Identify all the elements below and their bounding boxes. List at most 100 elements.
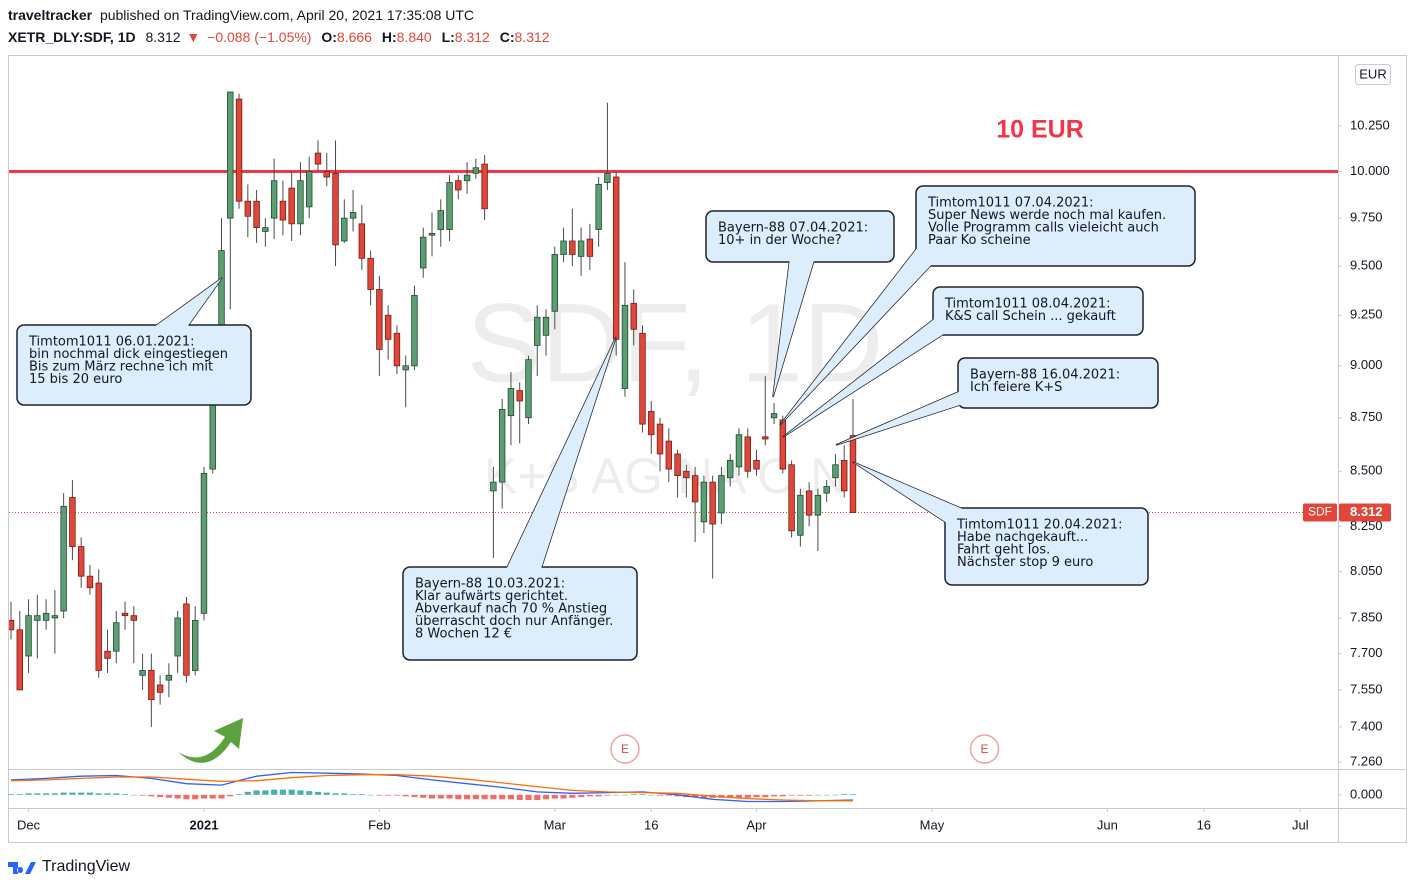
y-tick-label: 10.000: [1350, 163, 1390, 178]
candle-body: [420, 236, 427, 269]
macd-histogram-bar: [16, 794, 23, 795]
candle-body: [341, 217, 348, 242]
callout-text: Ich feiere K+S: [970, 380, 1062, 395]
candle-body: [130, 615, 138, 621]
callout-text: Volle Programm calls vieleicht auch: [928, 221, 1159, 236]
macd-histogram-bar: [34, 793, 41, 795]
macd-histogram-bar: [376, 794, 383, 796]
chart-frame: [8, 55, 1407, 843]
candle-body: [244, 200, 252, 217]
macd-histogram-bar: [464, 794, 471, 800]
publish-line: traveltracker published on TradingView.c…: [8, 7, 474, 23]
callout-text: Bayern-88 16.04.2021:: [970, 368, 1120, 383]
x-tick-label: Dec: [17, 817, 41, 832]
currency-button[interactable]: [1355, 64, 1391, 85]
macd-histogram-bar: [770, 794, 778, 797]
macd-histogram-bar: [841, 794, 848, 795]
candle-body: [788, 464, 795, 532]
x-tick-label: Feb: [368, 817, 390, 832]
candle-body: [700, 481, 708, 523]
macd-histogram-bar: [604, 794, 611, 796]
candle-body: [253, 200, 260, 229]
price-tag-name-bg: [1303, 503, 1337, 522]
callout-pointer-join: [783, 316, 950, 437]
macd-histogram-bar: [788, 794, 795, 796]
macd-histogram-bar: [393, 794, 400, 796]
ohlc-label: L:: [442, 29, 455, 45]
ohlc-value: 8.312: [515, 29, 550, 45]
earnings-label: E: [621, 742, 629, 756]
macd-histogram-bar: [385, 794, 392, 796]
candle-body: [95, 582, 102, 671]
candle-body: [709, 481, 716, 525]
macd-histogram-bar: [25, 793, 32, 795]
callout-text: Super News werde noch mal kaufen.: [928, 208, 1166, 223]
candle-body: [718, 475, 725, 514]
macd-histogram-bar: [95, 793, 102, 795]
macd-histogram-bar: [130, 794, 137, 796]
macd-histogram-bar: [797, 794, 804, 796]
ohlc-value: 8.840: [397, 29, 432, 45]
callout-text: Bis zum März rechne ich mit: [29, 360, 213, 375]
callout-box: [16, 324, 252, 406]
macd-histogram-bar: [104, 793, 111, 795]
x-tick-label: Apr: [746, 817, 767, 832]
decorative-arrow: [178, 718, 243, 763]
candle-body: [306, 171, 313, 208]
macd-histogram-bar: [288, 789, 295, 795]
callout-box: [932, 286, 1144, 336]
candle-body: [841, 460, 848, 492]
macd-histogram-bar: [656, 794, 664, 796]
candle-body: [165, 674, 173, 681]
callout-text: überrascht doch nur Anfänger.: [415, 614, 613, 629]
x-tick-label: May: [920, 817, 945, 832]
symbol: XETR_DLY:SDF, 1D: [8, 29, 136, 45]
candle-body: [797, 494, 804, 536]
candle-body: [744, 436, 751, 472]
ohlc-label: O:: [321, 29, 337, 45]
candle-body: [683, 470, 690, 479]
callout: Bayern-88 16.04.2021:Ich feiere K+S: [835, 357, 1159, 446]
callout-pointer-join: [773, 257, 815, 397]
candle-body: [235, 98, 243, 202]
callout-text: Paar Ko scheine: [928, 233, 1031, 248]
candle-body: [358, 223, 366, 259]
macd-histogram-bar: [235, 794, 243, 795]
candle-body: [691, 475, 699, 503]
candle-body: [674, 453, 681, 476]
candle-body: [472, 167, 480, 174]
macd-line: [10, 774, 853, 802]
y-tick-label: 8.050: [1350, 563, 1383, 578]
macd-histogram-bar: [314, 791, 322, 795]
macd-histogram-bar: [516, 794, 523, 801]
macd-histogram-bar: [139, 794, 146, 796]
callout-text: Timtom1011 06.01.2021:: [28, 335, 195, 350]
earnings-marker: [610, 734, 640, 764]
candle-body: [569, 240, 576, 255]
macd-histogram-bar: [437, 794, 444, 799]
macd-histogram-bar: [69, 792, 76, 795]
callout: Timtom1011 08.04.2021:K&S call Schein ..…: [782, 286, 1144, 438]
candle-body: [542, 316, 550, 336]
callout-box: [957, 357, 1159, 409]
macd-histogram-bar: [744, 794, 751, 798]
price-tag-name: SDF: [1308, 505, 1332, 519]
candle-body: [227, 91, 234, 219]
macd-histogram-bar: [192, 794, 199, 800]
candle-body: [402, 365, 409, 371]
candle-body: [314, 152, 322, 165]
callout-text: 10+ in der Woche?: [718, 233, 842, 248]
callout: Timtom1011 20.04.2021:Habe nachgekauft..…: [852, 461, 1149, 586]
candle-body: [832, 464, 839, 479]
macd-histogram-bar: [7, 794, 15, 795]
macd-histogram-bar: [113, 793, 120, 795]
callout-text: Timtom1011 20.04.2021:: [956, 518, 1123, 533]
brand-logo: [8, 862, 36, 874]
candle-body: [481, 163, 488, 210]
macd-histogram-bar: [762, 794, 769, 798]
macd-histogram-bar: [578, 794, 585, 798]
callout-text: Habe nachgekauft...: [957, 530, 1088, 545]
candle-body: [463, 174, 471, 182]
candle-body: [9, 619, 15, 631]
